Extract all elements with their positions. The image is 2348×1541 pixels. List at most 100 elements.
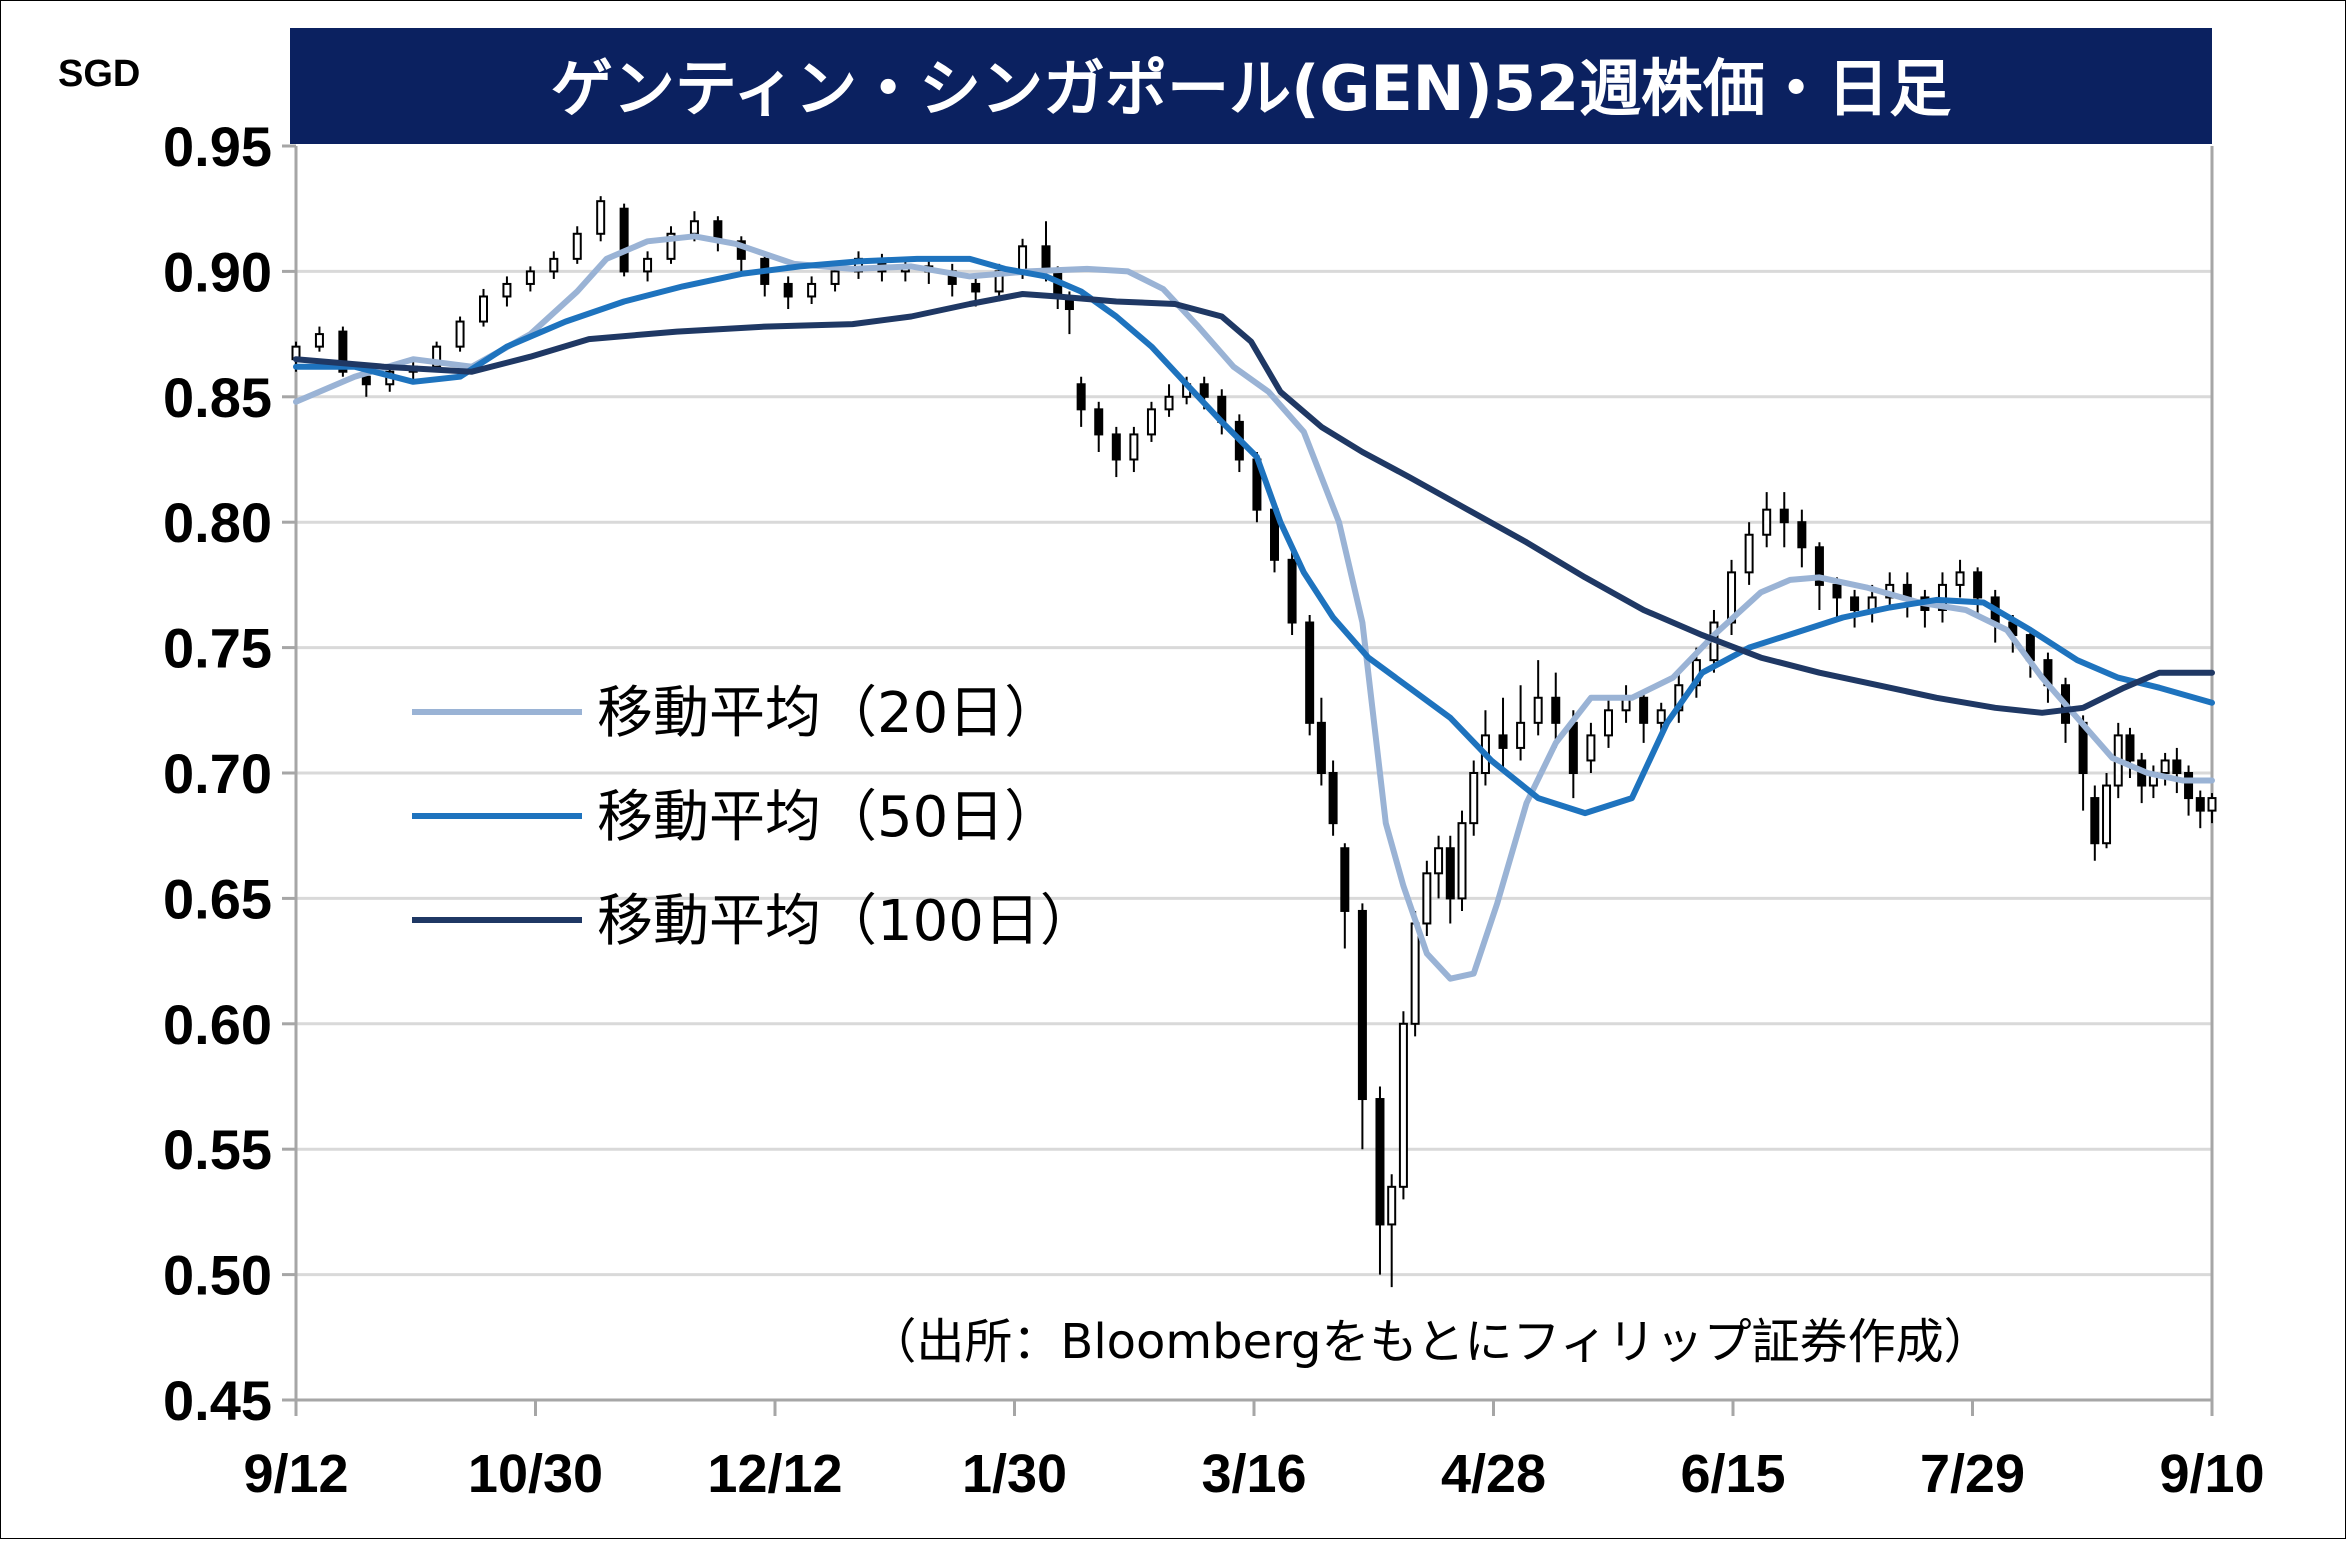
candle-body [1955,571,1965,586]
axes: 0.95 0.90 0.85 0.80 0.75 0.70 0.65 0.60 0.55 0.50… [163,115,2265,1504]
candle-body [596,200,606,235]
y-tick-label: 0.85 [163,366,272,429]
candlestick [1639,690,1649,743]
candle-body [1779,508,1789,524]
candle-body [314,333,324,348]
candlestick [2125,727,2135,779]
candlestick [947,263,957,297]
candle-body [1973,571,1983,599]
candle-body [1445,847,1455,900]
candle-body [1533,696,1543,724]
candle-body [2160,759,2170,775]
candle-body [1199,383,1209,398]
candlestick [1551,672,1561,748]
x-tick-label: 3/16 [1201,1444,1306,1504]
candle-body [1516,721,1526,749]
candlestick [1357,903,1367,1150]
candle-body [1469,772,1479,825]
candle-body [1076,383,1086,411]
candlestick [1902,572,1912,618]
candle-body [1797,521,1807,549]
y-tick-label: 0.90 [163,240,272,303]
candle-body [1850,596,1860,611]
candlesticks [291,196,2217,1288]
candlestick [1387,1174,1397,1288]
candlestick [525,266,535,292]
candlestick [1076,376,1086,427]
candle-body [1814,546,1824,586]
candle-body [1603,709,1613,737]
candlestick [1398,1011,1408,1200]
candle-body [1305,621,1315,724]
candlestick [1516,685,1526,761]
candlestick [2090,785,2100,861]
candle-body [338,330,348,373]
candlestick [736,236,746,272]
y-tick-label: 0.55 [163,1118,272,1181]
candlestick [2195,790,2205,829]
y-tick-label: 0.95 [163,115,272,178]
candle-body [2184,772,2194,800]
candlestick [1990,589,2000,643]
candle-body [1762,508,1772,536]
candle-body [1375,1098,1385,1226]
y-tick-label: 0.75 [163,617,272,680]
x-tick-label: 1/30 [962,1444,1067,1504]
x-tick-label: 6/15 [1680,1444,1785,1504]
candle-body [478,295,488,323]
candlestick [760,253,770,297]
candlestick [572,226,582,264]
candlestick [2137,752,2147,804]
candle-body [1357,909,1367,1101]
candlestick [1422,860,1432,937]
candlestick [1375,1086,1385,1275]
legend-label: 移動平均（100日） [597,889,1096,954]
candlestick [1955,559,1965,598]
candlestick [643,251,653,282]
candlestick [1445,835,1455,924]
y-tick-label: 0.50 [163,1244,272,1307]
legend-item: 移動平均（20日） [412,681,1060,746]
candlestick [478,288,488,327]
candlestick [596,196,606,242]
legend-label: 移動平均（50日） [597,785,1060,850]
candle-body [549,257,559,273]
candlestick [1316,697,1326,786]
candle-body [572,232,582,260]
candle-body [1744,533,1754,574]
candle-body [783,282,793,298]
candle-body [1164,395,1174,411]
candlestick [1434,835,1444,899]
candle-body [1422,872,1432,925]
x-tick-label: 7/29 [1920,1444,2025,1504]
candlestick [783,276,793,310]
candle-body [1287,558,1297,624]
candlestick [1469,760,1479,836]
legend-item: 移動平均（100日） [412,889,1096,954]
candle-body [689,220,699,235]
y-tick-label: 0.45 [163,1369,272,1432]
candle-body [1316,721,1326,775]
candlestick [1164,384,1174,417]
candle-body [2172,759,2182,775]
candle-body [1586,734,1596,762]
candlestick [1129,426,1139,473]
candlestick [1603,697,1613,748]
moving-average-lines [293,233,2215,982]
candlestick [1305,614,1315,736]
candle-body [2125,734,2135,762]
candle-body [1340,847,1350,912]
candlestick [2184,765,2194,816]
candle-body [502,282,512,298]
candlestick [2207,793,2217,824]
candle-body [971,282,981,293]
candlestick [1533,660,1543,736]
candle-body [525,270,535,285]
candlestick [619,203,629,277]
candlestick [1287,552,1297,636]
candle-body [1129,433,1139,461]
candle-body [1568,721,1578,775]
candlestick [1779,492,1789,548]
